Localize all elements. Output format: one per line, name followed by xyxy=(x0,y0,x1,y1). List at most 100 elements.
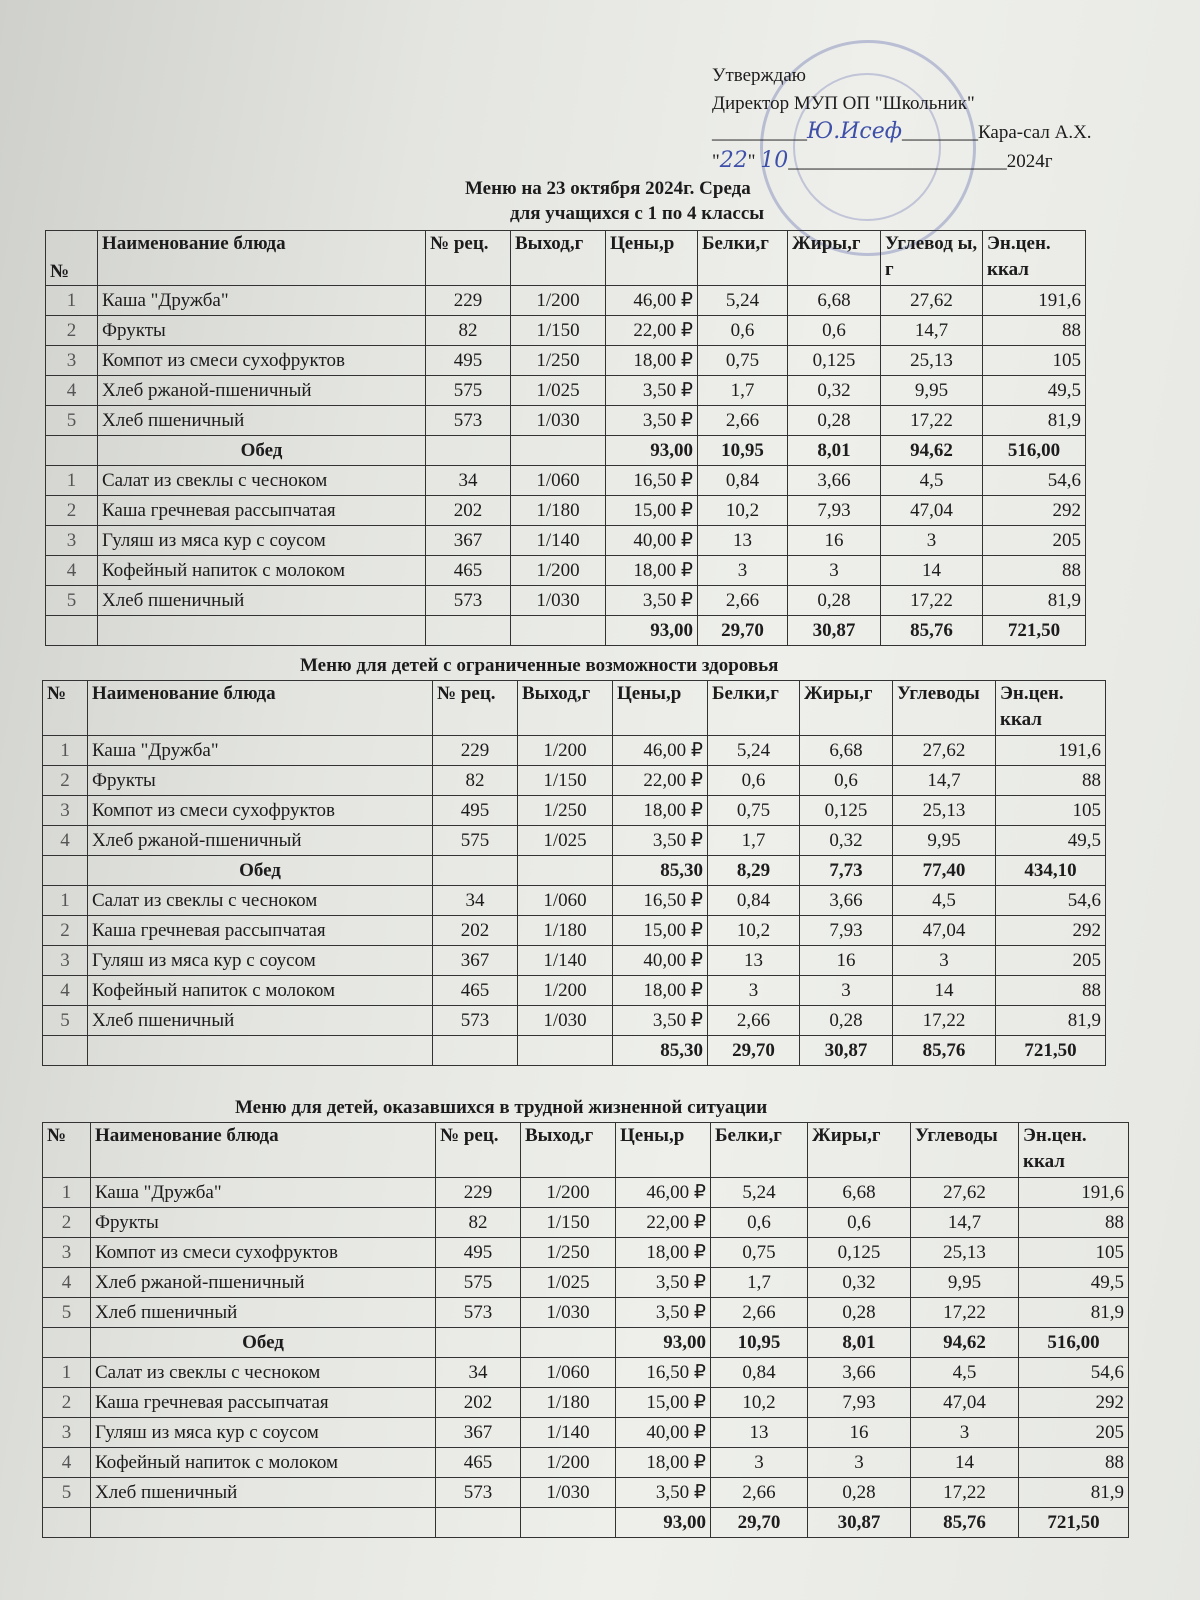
energy-kcal: 292 xyxy=(1018,1387,1129,1418)
row-number: 4 xyxy=(45,555,98,586)
energy-kcal: 205 xyxy=(995,945,1106,976)
recipe-number: 82 xyxy=(435,1207,521,1238)
energy-kcal: 105 xyxy=(1018,1237,1129,1268)
table-row: 4 Кофейный напиток с молоком 465 1/200 18,00… xyxy=(42,1447,1129,1478)
proteins: 13 xyxy=(710,1417,808,1448)
energy-kcal: 81,9 xyxy=(995,1005,1106,1036)
portion-output: 1/140 xyxy=(510,525,606,556)
energy-kcal: 205 xyxy=(982,525,1086,556)
row-number: 2 xyxy=(42,1387,91,1418)
fats: 30,87 xyxy=(787,615,881,646)
column-header-carbohydrates: Углеводы xyxy=(892,680,996,736)
date-month: 10 xyxy=(760,148,789,173)
price: 3,50 ₽ xyxy=(615,1297,711,1328)
row-number: 2 xyxy=(42,1207,91,1238)
table-row: 2 Фрукты 82 1/150 22,00 ₽0,6 0,6 14,7 88 xyxy=(42,1207,1129,1238)
price: 3,50 ₽ xyxy=(605,405,698,436)
total-row: 85,30 29,70 30,87 85,76 721,50 xyxy=(42,1035,1106,1066)
portion-output xyxy=(517,855,613,886)
portion-output: 1/025 xyxy=(510,375,606,406)
dish-name: Обед xyxy=(90,1327,436,1358)
recipe-number xyxy=(425,615,511,646)
signature-line: __________Ю.Исеф________Кара-сал А.Х. xyxy=(712,119,1092,144)
row-number: 5 xyxy=(42,1477,91,1508)
fats: 7,93 xyxy=(799,915,893,946)
energy-kcal: 54,6 xyxy=(1018,1357,1129,1388)
proteins: 29,70 xyxy=(707,1035,800,1066)
recipe-number: 34 xyxy=(425,465,511,496)
carbohydrates: 77,40 xyxy=(892,855,996,886)
portion-output: 1/200 xyxy=(510,285,606,316)
table-row: 1 Салат из свеклы с чесноком 34 1/060 16,50 … xyxy=(42,885,1106,916)
row-number: 3 xyxy=(45,525,98,556)
proteins: 10,2 xyxy=(707,915,800,946)
fats: 30,87 xyxy=(799,1035,893,1066)
energy-kcal: 81,9 xyxy=(1018,1297,1129,1328)
fats: 0,32 xyxy=(799,825,893,856)
portion-output: 1/180 xyxy=(517,915,613,946)
column-header-recipe-number: № рец. xyxy=(435,1122,521,1178)
energy-kcal: 49,5 xyxy=(982,375,1086,406)
proteins: 0,84 xyxy=(697,465,788,496)
energy-kcal: 191,6 xyxy=(995,735,1106,766)
fats: 16 xyxy=(799,945,893,976)
price: 3,50 ₽ xyxy=(605,375,698,406)
price: 85,30 xyxy=(612,855,708,886)
column-header-proteins: Белки,г xyxy=(710,1122,808,1178)
row-number xyxy=(45,435,98,466)
carbohydrates: 85,76 xyxy=(892,1035,996,1066)
recipe-number: 34 xyxy=(432,885,518,916)
proteins: 13 xyxy=(707,945,800,976)
recipe-number xyxy=(432,855,518,886)
price: 18,00 ₽ xyxy=(615,1447,711,1478)
approval-line: Утверждаю xyxy=(712,65,806,86)
energy-kcal: 292 xyxy=(982,495,1086,526)
portion-output xyxy=(510,435,606,466)
carbohydrates: 17,22 xyxy=(892,1005,996,1036)
portion-output: 1/140 xyxy=(520,1417,616,1448)
proteins: 5,24 xyxy=(710,1177,808,1208)
proteins: 3 xyxy=(710,1447,808,1478)
column-header-energy-kcal: Эн.цен. ккал xyxy=(982,230,1086,286)
section-title: Меню для детей с ограниченные возможност… xyxy=(300,655,779,676)
column-header-price: Цены,р xyxy=(615,1122,711,1178)
price: 18,00 ₽ xyxy=(605,345,698,376)
carbohydrates: 47,04 xyxy=(880,495,983,526)
table-row: 5 Хлеб пшеничный 573 1/030 3,50 ₽2,66 0,28 17,… xyxy=(42,1005,1106,1036)
price: 46,00 ₽ xyxy=(615,1177,711,1208)
carbohydrates: 4,5 xyxy=(910,1357,1019,1388)
row-number xyxy=(42,855,88,886)
table-row: 1 Салат из свеклы с чесноком 34 1/060 16,50 … xyxy=(42,1357,1129,1388)
row-number: 2 xyxy=(45,315,98,346)
recipe-number: 367 xyxy=(425,525,511,556)
dish-name: Хлеб пшеничный xyxy=(97,405,426,436)
proteins: 5,24 xyxy=(707,735,800,766)
price: 18,00 ₽ xyxy=(615,1237,711,1268)
energy-kcal: 516,00 xyxy=(1018,1327,1129,1358)
proteins: 1,7 xyxy=(707,825,800,856)
recipe-number: 573 xyxy=(435,1297,521,1328)
column-header-fats: Жиры,г xyxy=(787,230,881,286)
dish-name: Кофейный напиток с молоком xyxy=(87,975,433,1006)
fats: 30,87 xyxy=(807,1507,911,1538)
row-number: 3 xyxy=(42,945,88,976)
dish-name: Хлеб пшеничный xyxy=(90,1477,436,1508)
recipe-number: 202 xyxy=(435,1387,521,1418)
row-number: 1 xyxy=(45,285,98,316)
column-header-proteins: Белки,г xyxy=(707,680,800,736)
proteins: 0,84 xyxy=(707,885,800,916)
proteins: 10,95 xyxy=(710,1327,808,1358)
dish-name: Компот из смеси сухофруктов xyxy=(87,795,433,826)
dish-name xyxy=(97,615,426,646)
portion-output xyxy=(517,1035,613,1066)
total-row: 93,00 29,70 30,87 85,76 721,50 xyxy=(45,615,1086,646)
portion-output: 1/200 xyxy=(517,735,613,766)
table-row: 3 Гуляш из мяса кур с соусом 367 1/140 40,00… xyxy=(42,1417,1129,1448)
portion-output: 1/060 xyxy=(520,1357,616,1388)
price: 22,00 ₽ xyxy=(615,1207,711,1238)
energy-kcal: 49,5 xyxy=(1018,1267,1129,1298)
carbohydrates: 14 xyxy=(880,555,983,586)
proteins: 10,95 xyxy=(697,435,788,466)
carbohydrates: 4,5 xyxy=(880,465,983,496)
column-header-recipe-number: № рец. xyxy=(432,680,518,736)
